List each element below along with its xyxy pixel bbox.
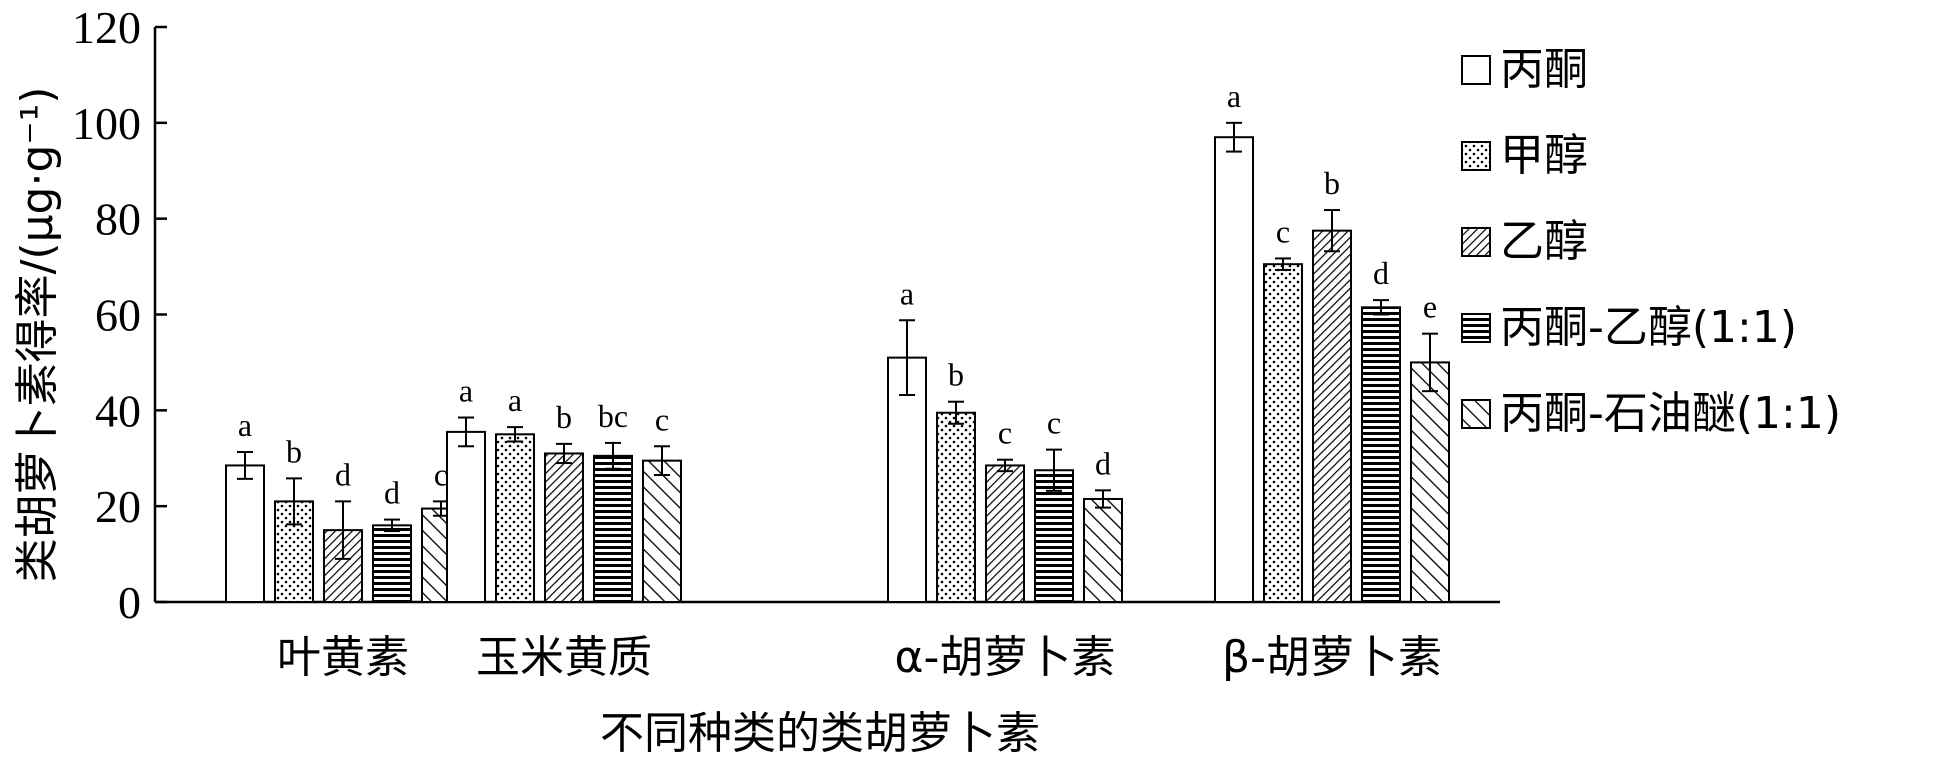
bar	[593, 454, 633, 603]
legend-swatch	[1461, 227, 1491, 257]
significance-label: e	[1423, 289, 1437, 325]
y-axis-title: 类胡萝卜素得率/(μg·g⁻¹)	[12, 87, 63, 583]
bar	[985, 464, 1025, 603]
legend-swatch	[1461, 313, 1491, 343]
bar	[1263, 263, 1303, 603]
bar	[372, 524, 412, 603]
y-tick-label: 120	[72, 2, 141, 53]
y-tick-label: 0	[118, 577, 141, 628]
y-tick-label: 60	[95, 290, 141, 341]
significance-label: a	[900, 275, 914, 311]
bar	[544, 452, 584, 604]
legend-swatch	[1461, 141, 1491, 171]
significance-label: a	[238, 407, 252, 443]
significance-label: d	[1095, 445, 1111, 481]
significance-label: b	[556, 399, 572, 435]
significance-label: c	[998, 415, 1012, 451]
x-tick-label: β-胡萝卜素	[1222, 632, 1442, 683]
y-tick-label: 80	[95, 194, 141, 245]
significance-label: d	[335, 456, 351, 492]
bar	[887, 356, 927, 603]
significance-label: b	[1324, 165, 1340, 201]
x-tick-label: α-胡萝卜素	[895, 632, 1116, 683]
significance-label: c	[655, 401, 669, 437]
significance-label: bc	[598, 398, 628, 434]
bar	[1083, 497, 1123, 603]
bar	[642, 459, 682, 604]
significance-label: a	[459, 373, 473, 409]
significance-label: a	[1227, 78, 1241, 114]
bar	[495, 433, 535, 603]
x-tick-label: 玉米黄质	[476, 632, 652, 683]
bar	[1312, 229, 1352, 603]
significance-label: c	[1047, 405, 1061, 441]
y-tick-label: 20	[95, 481, 141, 532]
legend-label: 丙酮-乙醇(1:1)	[1500, 302, 1797, 353]
significance-label: b	[948, 357, 964, 393]
x-tick-label: 叶黄素	[277, 632, 409, 683]
y-tick-label: 100	[72, 98, 141, 149]
legend-swatch	[1461, 55, 1491, 85]
bar	[936, 411, 976, 603]
significance-label: c	[1276, 213, 1290, 249]
significance-label: d	[1373, 255, 1389, 291]
significance-label: b	[286, 433, 302, 469]
bars	[225, 121, 1450, 604]
bar	[225, 464, 265, 603]
significance-label: c	[434, 456, 448, 492]
bar	[1361, 306, 1401, 603]
bar	[1034, 469, 1074, 603]
legend-swatch	[1461, 399, 1491, 429]
bar	[446, 430, 486, 604]
significance-label: d	[384, 475, 400, 511]
significance-label: a	[508, 382, 522, 418]
x-axis-title: 不同种类的类胡萝卜素	[600, 708, 1040, 759]
legend-label: 丙酮-石油醚(1:1)	[1500, 388, 1841, 439]
y-tick-label: 40	[95, 385, 141, 436]
bar	[1410, 361, 1450, 603]
legend-label: 乙醇	[1500, 216, 1588, 267]
bar	[1214, 136, 1254, 603]
legend-label: 甲醇	[1500, 130, 1588, 181]
legend-label: 丙酮	[1500, 44, 1588, 95]
